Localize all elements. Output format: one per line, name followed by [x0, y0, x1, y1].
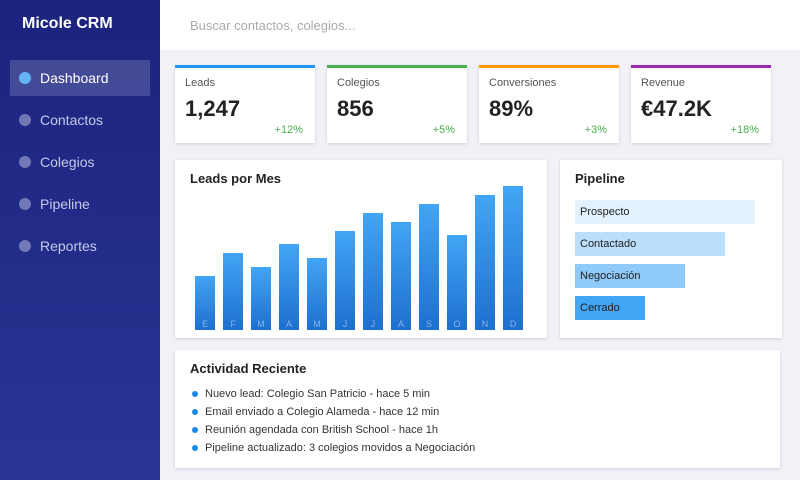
stat-label: Leads	[185, 77, 215, 89]
stat-value: 89%	[489, 96, 534, 121]
stat-card-colegios: Colegios 856 +5%	[327, 65, 467, 143]
pipeline-stage-negociacion[interactable]: Negociación	[575, 264, 685, 288]
bar[interactable]: M	[307, 258, 327, 330]
leads-chart-card: Leads por Mes E F M A M J J A S O N D	[175, 160, 547, 338]
pipeline-card: Pipeline Prospecto Contactado Negociació…	[560, 160, 782, 338]
stage-label: Negociación	[580, 270, 641, 282]
activity-text: Email enviado a Colegio Alameda - hace 1…	[205, 406, 440, 418]
sidebar-item-label: Pipeline	[40, 196, 90, 212]
activity-card: Actividad Reciente Nuevo lead: Colegio S…	[175, 350, 780, 468]
bar-label: J	[342, 319, 348, 329]
bar-label: M	[257, 319, 265, 329]
stat-card-revenue: Revenue €47.2K +18%	[631, 65, 771, 143]
bar[interactable]: D	[503, 186, 523, 330]
sidebar-item-colegios[interactable]: Colegios	[10, 144, 150, 180]
activity-title: Actividad Reciente	[190, 361, 307, 376]
stat-card-conversiones: Conversiones 89% +3%	[479, 65, 619, 143]
activity-text: Pipeline actualizado: 3 colegios movidos…	[205, 442, 476, 454]
activity-item: Pipeline actualizado: 3 colegios movidos…	[192, 439, 475, 457]
stat-delta: +5%	[432, 124, 455, 136]
stat-delta: +3%	[584, 124, 607, 136]
dot-icon	[19, 114, 31, 126]
bullet-icon	[192, 391, 198, 397]
stat-delta: +18%	[730, 124, 759, 136]
app-title: Micole CRM	[22, 15, 113, 32]
bar-label: D	[509, 319, 517, 329]
bar[interactable]: N	[475, 195, 495, 330]
stat-value: €47.2K	[641, 96, 712, 121]
bar[interactable]: A	[391, 222, 411, 330]
stat-label: Colegios	[337, 77, 380, 89]
bar-label: A	[397, 319, 404, 329]
stat-value: 1,247	[185, 96, 241, 121]
bar[interactable]: E	[195, 276, 215, 330]
activity-text: Nuevo lead: Colegio San Patricio - hace …	[205, 388, 431, 400]
bar-label: E	[201, 319, 208, 329]
bar[interactable]: A	[279, 243, 299, 330]
header	[160, 0, 800, 50]
chart-title: Leads por Mes	[190, 171, 282, 186]
sidebar-item-contactos[interactable]: Contactos	[10, 102, 150, 138]
dot-icon	[19, 240, 31, 252]
sidebar-item-reportes[interactable]: Reportes	[10, 228, 150, 264]
bar[interactable]: O	[447, 234, 467, 330]
activity-list: Nuevo lead: Colegio San Patricio - hace …	[192, 385, 475, 457]
activity-item: Reunión agendada con British School - ha…	[192, 421, 475, 439]
bar-label: N	[481, 319, 489, 329]
bar-label: S	[425, 319, 432, 329]
bar-label: J	[370, 319, 376, 329]
bar[interactable]: F	[223, 252, 243, 330]
dot-icon	[19, 72, 31, 84]
stage-label: Contactado	[580, 238, 637, 250]
bar-label: O	[453, 319, 461, 329]
stat-card-leads: Leads 1,247 +12%	[175, 65, 315, 143]
stat-label: Revenue	[641, 77, 686, 89]
pipeline-stage-cerrado[interactable]: Cerrado	[575, 296, 645, 320]
sidebar-item-label: Reportes	[40, 238, 97, 254]
bar[interactable]: S	[419, 204, 439, 330]
bar[interactable]: M	[251, 267, 271, 330]
bar[interactable]: J	[363, 213, 383, 330]
sidebar-item-label: Dashboard	[40, 70, 109, 86]
stat-value: 856	[337, 96, 374, 121]
pipeline-title: Pipeline	[575, 171, 625, 186]
activity-item: Email enviado a Colegio Alameda - hace 1…	[192, 403, 475, 421]
sidebar-item-label: Colegios	[40, 154, 95, 170]
stat-delta: +12%	[274, 124, 303, 136]
sidebar-item-label: Contactos	[40, 112, 104, 128]
sidebar-item-dashboard[interactable]: Dashboard	[10, 60, 150, 96]
bullet-icon	[192, 427, 198, 433]
pipeline-stage-contactado[interactable]: Contactado	[575, 232, 725, 256]
bar[interactable]: J	[335, 231, 355, 330]
search-input[interactable]	[190, 0, 750, 50]
activity-text: Reunión agendada con British School - ha…	[205, 424, 438, 436]
dot-icon	[19, 198, 31, 210]
stage-label: Prospecto	[580, 206, 630, 218]
stat-label: Conversiones	[489, 77, 557, 89]
bullet-icon	[192, 409, 198, 415]
dot-icon	[19, 156, 31, 168]
bar-label: M	[313, 319, 321, 329]
pipeline-stage-prospecto[interactable]: Prospecto	[575, 200, 755, 224]
bar-label: F	[230, 319, 236, 329]
stage-label: Cerrado	[580, 302, 620, 314]
bullet-icon	[192, 445, 198, 451]
activity-item: Nuevo lead: Colegio San Patricio - hace …	[192, 385, 475, 403]
sidebar: Micole CRM Dashboard Contactos Colegios …	[0, 0, 160, 480]
sidebar-item-pipeline[interactable]: Pipeline	[10, 186, 150, 222]
bar-label: A	[285, 319, 292, 329]
